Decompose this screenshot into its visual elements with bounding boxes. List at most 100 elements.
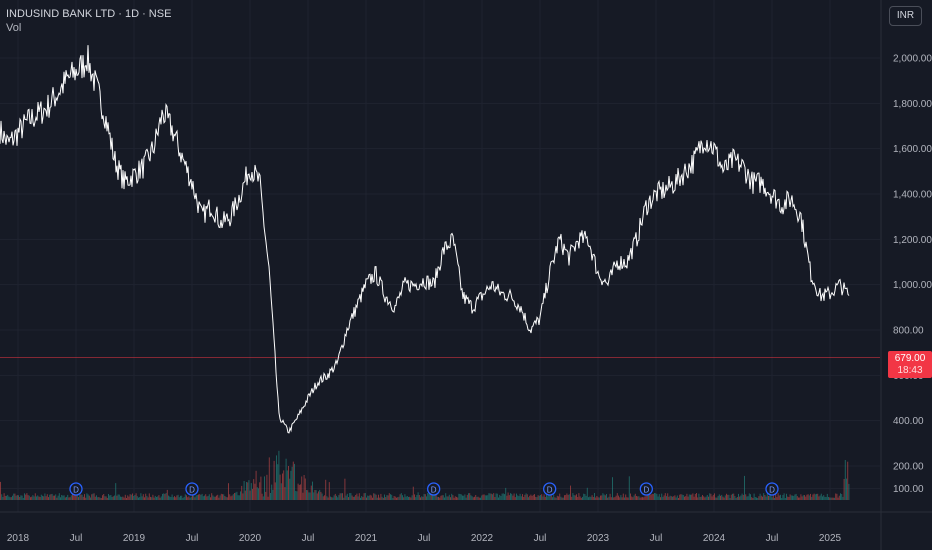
volume-bar (578, 493, 580, 500)
volume-bar (199, 494, 201, 500)
time-tick-label: Jul (418, 533, 431, 544)
volume-bar (722, 496, 724, 500)
dividend-icon[interactable] (69, 482, 83, 496)
volume-bar (699, 497, 701, 500)
time-tick-label: 2019 (123, 533, 146, 544)
volume-bar (87, 494, 89, 500)
volume-bar (391, 494, 393, 500)
dividend-icon[interactable] (427, 482, 441, 496)
price-tick-label: 1,400.00 (893, 190, 932, 201)
volume-bar (172, 497, 174, 500)
volume-bar (788, 497, 790, 500)
volume-bar (418, 495, 420, 500)
volume-bar (760, 495, 762, 500)
volume-bar (640, 497, 642, 500)
volume-bar (86, 493, 88, 500)
volume-bar (147, 497, 149, 500)
volume-bar (75, 494, 77, 500)
volume-bar (514, 497, 516, 500)
volume-bar (21, 495, 23, 500)
price-tick-label: 1,000.00 (893, 280, 932, 291)
volume-bar (597, 497, 599, 500)
symbol-title[interactable]: INDUSIND BANK LTD · 1D · NSE (6, 8, 172, 20)
volume-bar (614, 497, 616, 500)
volume-bar (476, 496, 478, 500)
volume-bar (300, 484, 301, 500)
volume-bar (397, 497, 399, 500)
volume-bar (474, 496, 475, 500)
time-tick-label: Jul (534, 533, 547, 544)
dividend-icon[interactable] (543, 482, 557, 496)
volume-bar (675, 497, 677, 500)
volume-bar (759, 493, 761, 500)
dividend-icon[interactable] (639, 482, 653, 496)
volume-bar (799, 497, 801, 500)
volume-bar (441, 495, 443, 500)
volume-bar (594, 493, 595, 500)
volume-bar (464, 494, 466, 500)
volume-bar (682, 495, 684, 500)
volume-bar (73, 495, 75, 500)
volume-bar (564, 495, 565, 500)
volume-bar (753, 493, 755, 500)
volume-bar (742, 494, 744, 500)
volume-bar (205, 494, 207, 500)
volume-bar (176, 495, 178, 500)
volume-bar (186, 495, 187, 500)
volume-bar (522, 494, 523, 500)
volume-bar (254, 483, 256, 500)
volume-bar (448, 494, 450, 500)
volume-bar (122, 496, 124, 500)
dividend-marker[interactable]: D (765, 482, 779, 496)
volume-legend-label[interactable]: Vol (6, 22, 22, 34)
dividend-marker[interactable]: D (69, 482, 83, 496)
volume-bar (189, 497, 191, 500)
volume-bar (31, 496, 33, 500)
volume-bar (562, 497, 564, 500)
dividend-marker[interactable]: D (543, 482, 557, 496)
volume-bar (213, 496, 215, 500)
volume-bar (274, 482, 276, 500)
volume-bar (243, 481, 245, 500)
dividend-marker[interactable]: D (185, 482, 199, 496)
volume-bar (225, 496, 227, 500)
volume-bar (487, 495, 489, 500)
volume-bar (475, 495, 477, 500)
volume-bar (472, 497, 474, 500)
volume-bar (698, 493, 700, 500)
volume-bar (25, 494, 27, 500)
volume-bar (804, 495, 805, 500)
dividend-icon[interactable] (765, 482, 779, 496)
volume-bar (262, 496, 264, 500)
price-axis[interactable]: 100.00200.00400.00600.00800.001,000.001,… (893, 54, 932, 496)
volume-bar (64, 497, 66, 500)
volume-bar (691, 494, 693, 500)
dividend-marker[interactable]: D (427, 482, 441, 496)
volume-bar (337, 497, 339, 500)
time-axis[interactable]: 2018 Jul 2019 Jul 2020 Jul 2021 Jul 2022 Jul 2023 J… (7, 533, 842, 544)
volume-bar (284, 487, 286, 500)
volume-bar (51, 493, 53, 500)
dividend-icon[interactable] (185, 482, 199, 496)
volume-bar (740, 495, 742, 500)
volume-bar (312, 481, 313, 500)
volume-bar (728, 494, 730, 500)
dividend-marker[interactable]: D (639, 482, 653, 496)
volume-bar (434, 495, 436, 500)
volume-bar (97, 497, 99, 500)
volume-bar (62, 495, 64, 500)
volume-bar (255, 470, 257, 500)
volume-bar (144, 497, 145, 500)
volume-bar (549, 494, 551, 500)
volume-bar (782, 495, 784, 500)
chart-legend: INDUSIND BANK LTD · 1D · NSE Vol (6, 7, 171, 35)
volume-bar (408, 497, 409, 500)
volume-bar (848, 483, 850, 500)
volume-bar (325, 479, 327, 500)
volume-bar (714, 493, 715, 500)
currency-button[interactable]: INR (889, 6, 922, 26)
volume-bar (103, 494, 105, 500)
